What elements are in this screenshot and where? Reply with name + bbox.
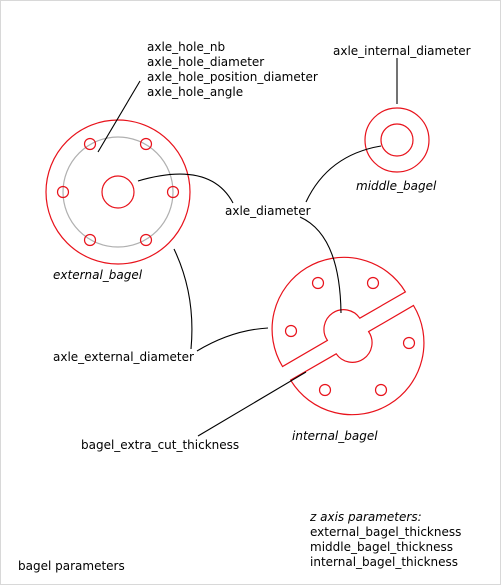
axle-external-diameter-leader-internal [196,327,269,352]
z-axis-item: external_bagel_thickness [310,525,461,539]
axle-hole [402,336,416,350]
internal-bagel-lower-half [289,304,425,416]
internal-bagel-upper-half [271,256,407,368]
axle-diameter-label: axle_diameter [225,204,311,218]
axle-hole [139,137,153,151]
z-axis-item: internal_bagel_thickness [310,555,458,569]
leader-lines [97,58,398,437]
external-bagel-outer-circle [45,119,191,265]
middle-bagel [364,107,430,173]
axle-hole-position-circle [62,136,174,248]
axle-hole [374,383,388,397]
axle-hole-label: axle_hole_diameter [147,55,264,69]
footer-label: bagel parameters [18,559,125,573]
bagel-extra-cut-thickness-label: bagel_extra_cut_thickness [81,438,239,452]
axle-hole [166,185,180,199]
axle-external-diameter-label: axle_external_diameter [53,350,194,364]
axle-internal-diameter-label: axle_internal_diameter [333,44,471,58]
external-bagel [45,119,191,265]
middle-bagel-inner-circle [380,123,414,157]
axle-external-diameter-leader-external [173,248,193,350]
axle-hole-leader [97,80,141,153]
axle-diameter-leader-internal [299,216,342,314]
axle-hole [366,276,380,290]
internal-bagel [271,256,425,416]
axle-hole-label: axle_hole_nb [147,40,225,54]
internal-bagel-label: internal_bagel [292,429,378,443]
axle-hole [284,324,298,338]
axle-diameter-leader-external [137,173,234,204]
axle-hole [83,137,97,151]
z-axis-title: z axis parameters: [309,510,422,524]
bagel-extra-cut-thickness-leader [197,371,307,437]
labels: axle_hole_nb axle_hole_diameter axle_hol… [18,40,471,573]
axle-hole-label: axle_hole_angle [147,85,243,99]
axle-hole [311,276,325,290]
external-bagel-axle-hole [101,175,135,209]
axle-diameter-leader-middle [305,145,382,203]
middle-bagel-outer-circle [364,107,430,173]
axle-hole [318,383,332,397]
middle-bagel-label: middle_bagel [356,179,437,193]
z-axis-item: middle_bagel_thickness [310,540,453,554]
axle-hole [139,233,153,247]
axle-hole [56,185,70,199]
external-bagel-label: external_bagel [53,268,143,282]
axle-hole-label: axle_hole_position_diameter [147,70,318,84]
axle-hole [83,233,97,247]
